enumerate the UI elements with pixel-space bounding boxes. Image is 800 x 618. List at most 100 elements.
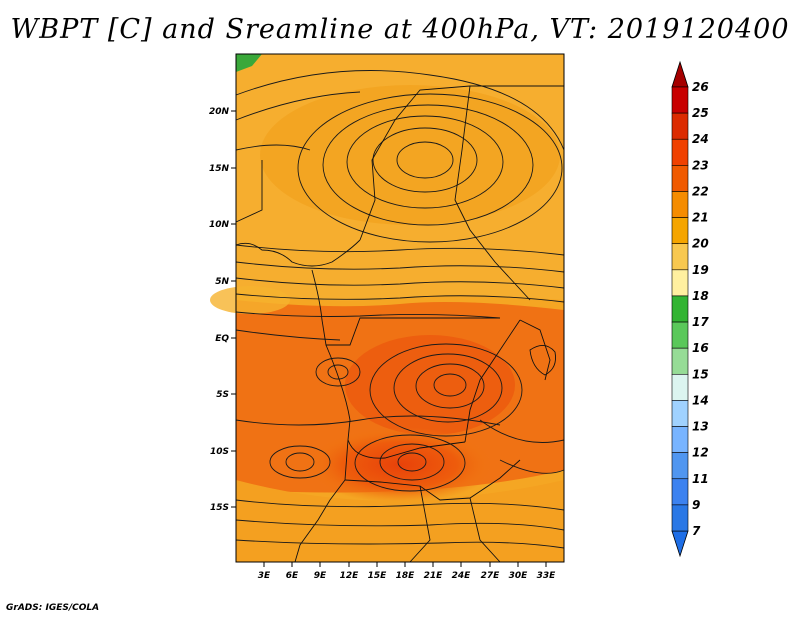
lat-label: 15N — [209, 164, 230, 174]
colorbar-label: 9 — [692, 498, 700, 512]
lat-label: 5N — [215, 277, 229, 287]
lon-label: 24E — [452, 571, 472, 581]
colorbar-labels: 26 25 24 23 22 21 20 19 18 17 16 15 14 13 12 11 9 7 — [692, 80, 709, 538]
temp-core-12s — [305, 427, 495, 503]
colorbar-segment — [671, 112, 689, 140]
colorbar-segment — [671, 426, 689, 453]
streamline — [235, 499, 565, 511]
streamline — [235, 91, 361, 121]
streamline — [235, 261, 565, 273]
streamline — [285, 452, 315, 472]
lat-label: 20N — [209, 107, 230, 117]
colorbar-segment — [671, 295, 689, 323]
map-frame — [235, 53, 565, 563]
streamline — [369, 343, 523, 437]
lat-label: 10N — [209, 220, 230, 230]
streamline — [327, 364, 349, 380]
colorbar-segment — [671, 217, 689, 245]
colorbar-label: 26 — [692, 80, 709, 94]
colorbar-segment — [671, 191, 689, 218]
streamline — [397, 452, 427, 472]
border-line — [454, 85, 531, 301]
lon-labels: 3E 6E 9E 12E 15E 18E 21E 24E 27E 30E 33E — [258, 571, 556, 581]
colorbar-label: 23 — [692, 158, 709, 172]
cool-patch-northwest — [236, 54, 262, 72]
lon-label: 18E — [396, 571, 416, 581]
streamline — [235, 244, 565, 256]
lon-label: 33E — [537, 571, 557, 581]
colorbar-label: 24 — [692, 132, 709, 146]
streamline — [379, 443, 445, 481]
lon-label: 21E — [424, 571, 444, 581]
streamline — [235, 519, 565, 531]
lon-ticks — [263, 562, 547, 567]
streamlines — [235, 70, 565, 549]
streamline — [346, 115, 504, 209]
warm-patch-west — [210, 286, 290, 314]
lon-label: 12E — [340, 571, 360, 581]
streamline — [235, 329, 341, 341]
streamline — [396, 141, 454, 179]
colorbar-segment — [671, 86, 689, 114]
streamline — [354, 434, 466, 492]
colorbar-top-arrow — [671, 60, 689, 88]
lat-label: 5S — [216, 390, 229, 400]
lon-label: 6E — [286, 571, 299, 581]
temp-core-5s — [345, 335, 515, 435]
colorbar-label: 18 — [692, 289, 709, 303]
colorbar-segment — [671, 478, 689, 506]
lat-label: 10S — [210, 447, 229, 457]
colorbar-segments — [671, 86, 689, 532]
colorbar-label: 13 — [692, 420, 709, 434]
streamline — [322, 104, 534, 226]
streamline — [235, 415, 501, 426]
colorbar-label: 15 — [692, 367, 709, 381]
border-line — [311, 269, 500, 346]
lat-label: EQ — [215, 334, 229, 344]
colorbar-label: 12 — [692, 446, 709, 460]
temp-band-south — [236, 480, 564, 562]
colorbar-segment — [671, 321, 689, 349]
streamline — [235, 144, 311, 151]
colorbar-segment — [671, 243, 689, 271]
colorbar-segment — [671, 269, 689, 297]
grads-credit: GrADS: IGES/COLA — [6, 603, 100, 613]
streamline — [315, 357, 361, 387]
streamline — [415, 363, 485, 409]
lat-label: 15S — [210, 503, 229, 513]
streamline — [235, 70, 565, 151]
streamline — [235, 539, 565, 549]
streamline — [235, 311, 501, 319]
streamline — [235, 293, 565, 303]
border-line — [344, 459, 521, 501]
streamline — [479, 419, 565, 443]
lon-label: 15E — [368, 571, 388, 581]
chart-title: WBPT [C] and Sreamline at 400hPa, VT: 20… — [10, 14, 790, 45]
streamline — [372, 127, 478, 193]
streamline — [433, 373, 467, 397]
streamline — [269, 445, 331, 479]
colorbar-label: 11 — [692, 472, 709, 486]
colorbar-bottom-arrow — [671, 530, 689, 558]
colorbar-label: 22 — [692, 184, 709, 198]
colorbar-segment — [671, 138, 689, 166]
colorbar-segment — [671, 452, 689, 480]
streamline — [297, 93, 563, 243]
lon-label: 27E — [481, 571, 501, 581]
colorbar-segment — [671, 165, 689, 192]
border-line — [519, 319, 551, 381]
border-line — [235, 239, 361, 267]
colorbar-segment — [671, 373, 689, 401]
colorbar-label: 7 — [692, 524, 701, 538]
lon-label: 30E — [509, 571, 529, 581]
border-line — [409, 485, 431, 563]
border-line — [464, 319, 521, 443]
colorbar-label: 21 — [692, 211, 709, 225]
colorbar-label: 17 — [692, 315, 709, 329]
colorbar-label: 25 — [692, 106, 709, 120]
colorbar-label: 16 — [692, 341, 709, 355]
map-panel — [210, 54, 564, 562]
colorbar-label: 20 — [692, 237, 709, 251]
temp-band-north-core — [260, 85, 560, 225]
